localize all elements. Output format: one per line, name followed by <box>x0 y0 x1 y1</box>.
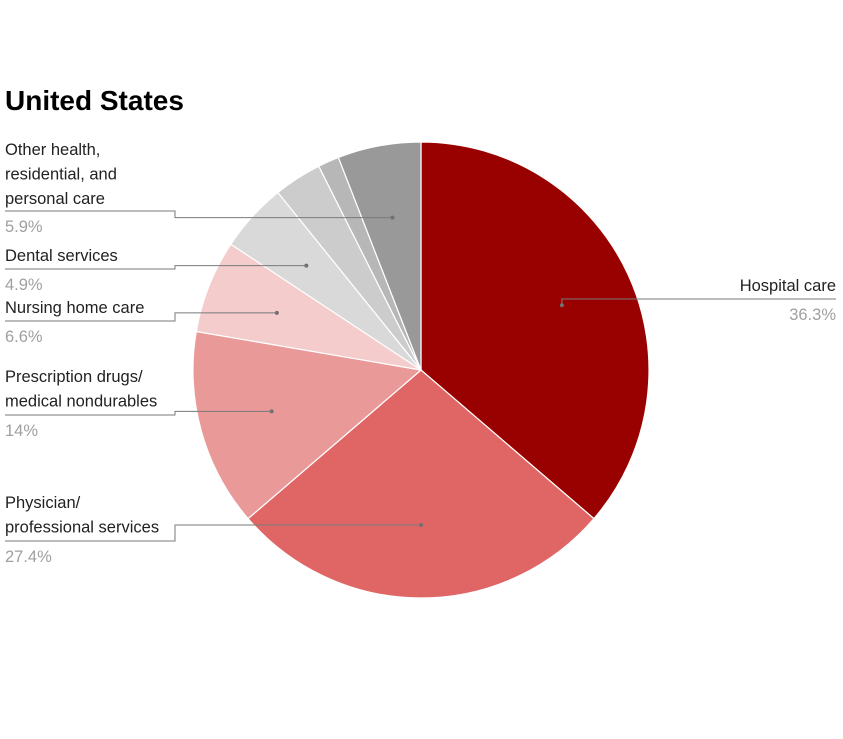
leader-line-prescription-drugs-medical-nondurables <box>5 410 272 416</box>
leader-line-physician-professional-services <box>5 524 421 542</box>
slice-value-other-health-residential-and-personal-care: 5.9% <box>5 218 43 236</box>
slice-label-hospital-care: Hospital care <box>740 277 836 295</box>
leader-lines <box>5 210 836 542</box>
leader-line-nursing-home-care <box>5 312 277 322</box>
slice-label-nursing-home-care: Nursing home care <box>5 299 144 317</box>
slice-value-prescription-drugs-medical-nondurables: 14% <box>5 422 38 440</box>
slice-value-hospital-care: 36.3% <box>789 306 836 324</box>
slice-value-nursing-home-care: 6.6% <box>5 328 43 346</box>
chart-title: United States <box>5 85 184 116</box>
pie-slice-physician-professional-services <box>247 369 595 599</box>
pie-slices <box>192 141 650 599</box>
slice-label-prescription-drugs-medical-nondurables: Prescription drugs/medical nondurables <box>5 368 157 411</box>
slice-label-dental-services: Dental services <box>5 247 118 265</box>
slice-labels: Hospital care 36.3% Physician/professional… <box>5 141 836 566</box>
leader-line-other-health-residential-and-personal-care <box>5 210 393 219</box>
slice-value-physician-professional-services: 27.4% <box>5 548 52 566</box>
pie-slice-other-health-residential-and-personal-care <box>337 141 422 371</box>
leader-line-dental-services <box>5 265 307 270</box>
slice-value-dental-services: 4.9% <box>5 276 43 294</box>
leader-line-hospital-care <box>561 298 836 306</box>
slice-label-other-health-residential-and-personal-care: Other health, residential, and personal ca… <box>5 141 117 208</box>
slice-label-physician-professional-services: Physician/professional services <box>5 494 159 537</box>
pie-slice-prescription-drugs-medical-nondurables <box>192 330 423 520</box>
pie-slice-hospital-care <box>420 141 650 520</box>
